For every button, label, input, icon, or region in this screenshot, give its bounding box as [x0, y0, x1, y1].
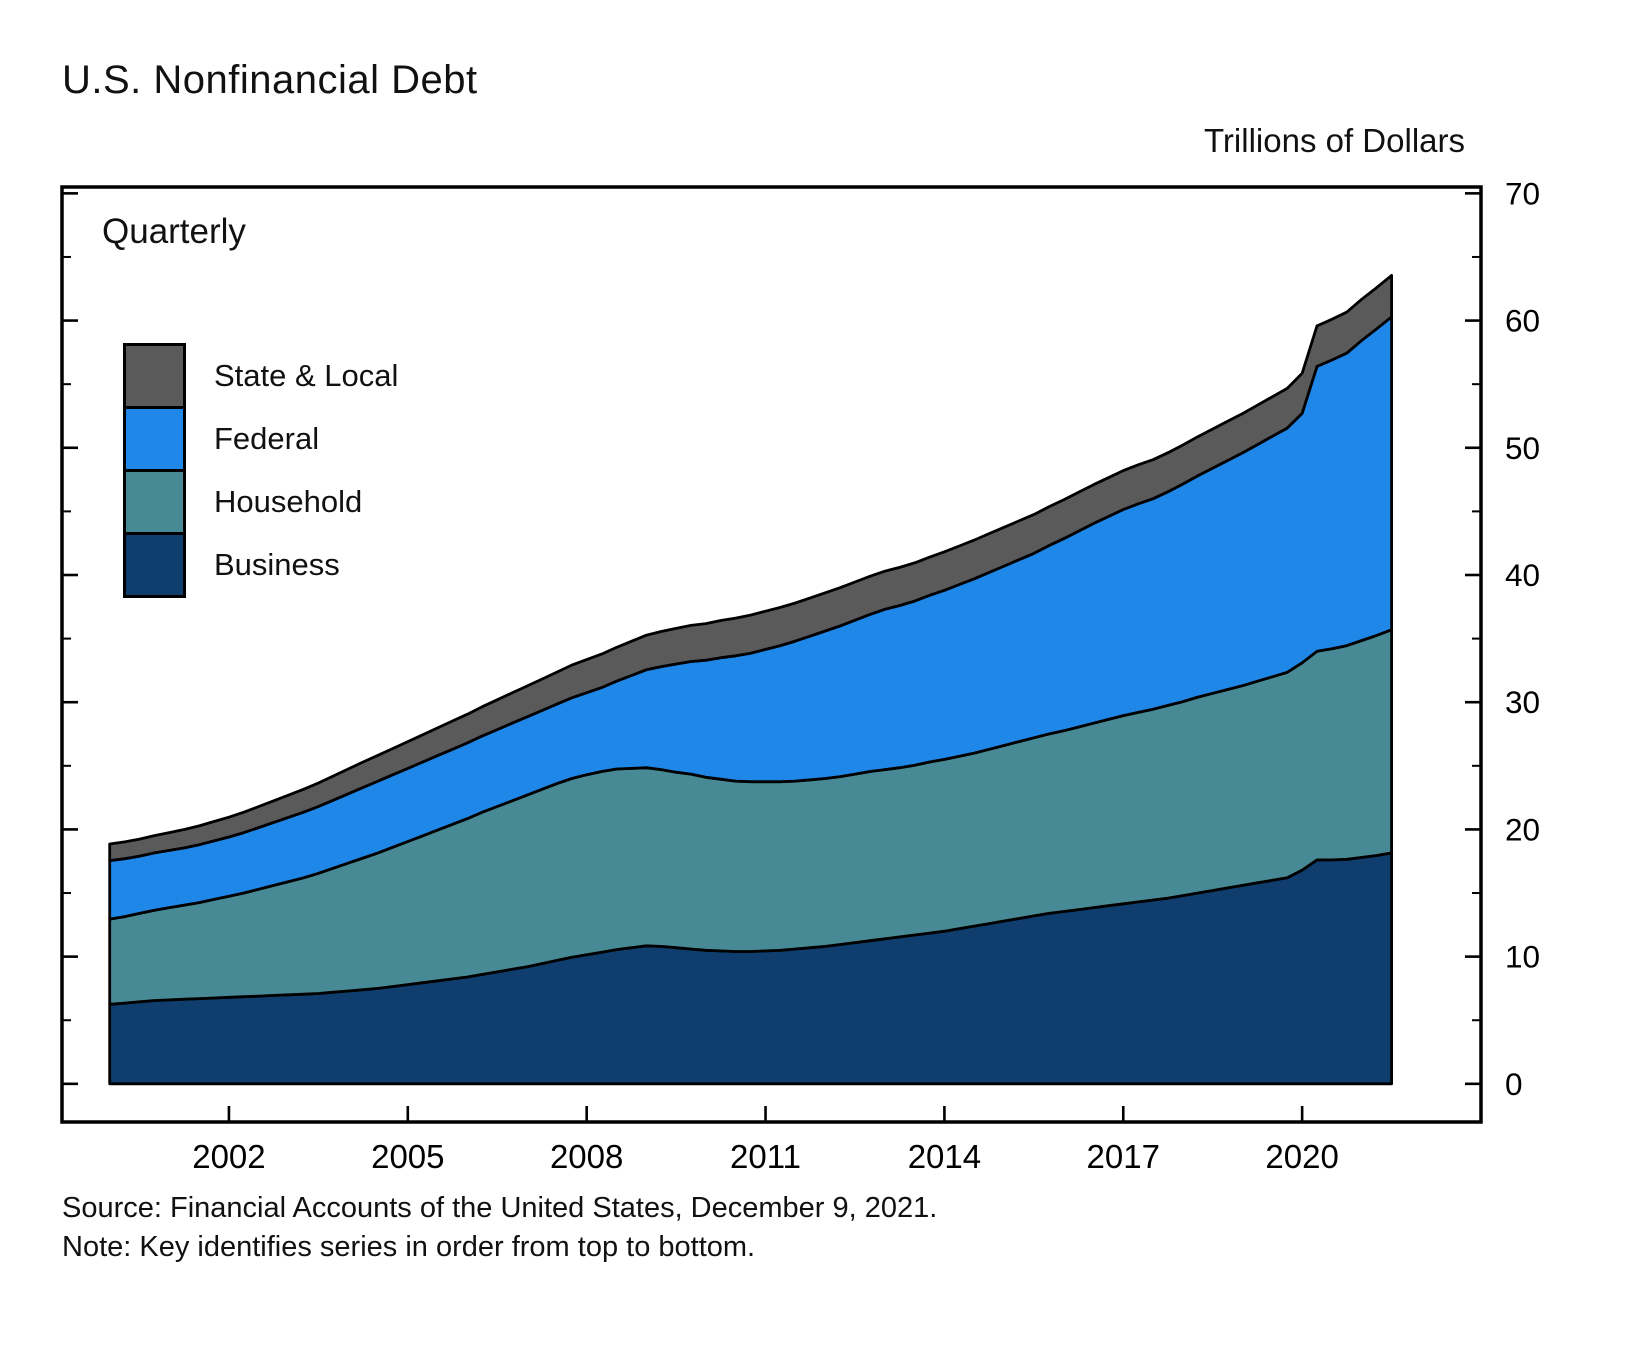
source-text: Source: Financial Accounts of the United…: [62, 1192, 938, 1224]
legend-swatch-business: [123, 532, 186, 598]
legend-label-business: Business: [214, 547, 340, 582]
x-tick-label: 2008: [550, 1138, 623, 1175]
y-tick-label: 30: [1505, 684, 1540, 720]
x-tick-label: 2002: [192, 1138, 265, 1175]
x-tick-label: 2014: [908, 1138, 981, 1175]
legend-swatch-federal: [123, 406, 186, 472]
chart-legend: State & Local Federal Household Business: [123, 343, 398, 598]
note-text: Note: Key identifies series in order fro…: [62, 1231, 756, 1263]
x-tick-label: 2020: [1265, 1138, 1338, 1175]
y-tick-label: 40: [1505, 557, 1540, 593]
legend-swatch-state-local: [123, 343, 186, 409]
legend-label-state-local: State & Local: [214, 358, 399, 393]
y-tick-label: 20: [1505, 811, 1540, 847]
legend-item-state-local: State & Local: [123, 343, 398, 409]
y-tick-label: 0: [1505, 1066, 1523, 1102]
legend-item-business: Business: [123, 532, 398, 598]
frequency-label: Quarterly: [102, 212, 246, 251]
legend-item-household: Household: [123, 469, 398, 535]
y-tick-label: 70: [1505, 175, 1540, 211]
y-axis-units-label: Trillions of Dollars: [1203, 122, 1465, 159]
legend-label-federal: Federal: [214, 421, 320, 456]
y-tick-label: 10: [1505, 939, 1540, 975]
y-tick-label: 60: [1505, 303, 1540, 339]
area-band-state-local: [108, 273, 1393, 862]
legend-swatch-household: [123, 469, 186, 535]
x-tick-label: 2017: [1087, 1138, 1160, 1175]
x-tick-label: 2005: [371, 1138, 444, 1175]
legend-label-household: Household: [214, 484, 363, 519]
y-tick-label: 50: [1505, 430, 1540, 466]
chart-title: U.S. Nonfinancial Debt: [62, 58, 478, 102]
legend-item-federal: Federal: [123, 406, 398, 472]
x-tick-label: 2011: [730, 1138, 801, 1175]
